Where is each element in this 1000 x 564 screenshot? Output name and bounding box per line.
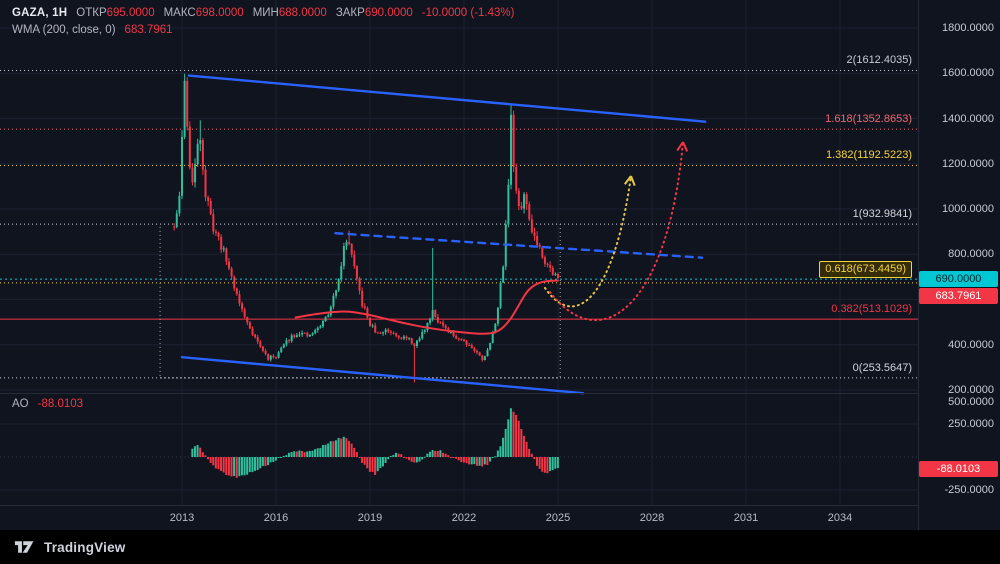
- fib-level-label-0.618: 0.618(673.4459): [819, 260, 912, 278]
- time-axis-label-2013: 2013: [169, 512, 195, 524]
- wma-label: WMA (200, close, 0): [12, 24, 116, 36]
- ao-value-badge: -88.0103: [919, 460, 998, 477]
- time-axis-label-2019: 2019: [357, 512, 383, 524]
- ao-legend[interactable]: AO -88.0103: [12, 398, 83, 410]
- chart-canvas[interactable]: [0, 0, 918, 505]
- fib-level-label-0.382: 0.382(513.1029): [831, 303, 912, 316]
- price-axis-label-1400: 1400.0000: [942, 112, 994, 125]
- time-axis-label-2028: 2028: [639, 512, 665, 524]
- price-axis-label-800: 800.0000: [948, 248, 994, 261]
- price-axis-label-400: 400.0000: [948, 338, 994, 351]
- brand-wordmark[interactable]: TradingView: [44, 539, 126, 555]
- pane-divider[interactable]: [0, 393, 1000, 394]
- fib-level-label-1.382: 1.382(1192.5223): [825, 149, 912, 162]
- ao-axis-label--250: -250.0000: [944, 484, 994, 496]
- time-axis-label-2031: 2031: [733, 512, 759, 524]
- fib-level-label-1.618: 1.618(1352.8653): [825, 113, 912, 126]
- last-price-badge: 690.0000: [919, 271, 998, 288]
- ao-axis-label-500: 500.0000: [948, 396, 994, 408]
- time-axis[interactable]: 2013 2016 2019 2022 2025 2028 2031 2034: [0, 505, 1000, 531]
- ao-axis-label-250: 250.0000: [948, 418, 994, 430]
- fib-level-label-2: 2(1612.4035): [846, 54, 912, 67]
- price-axis-label-1600: 1600.0000: [942, 67, 994, 80]
- ao-label: AO: [12, 398, 29, 410]
- legend-close: ЗАКР 690.0000: [335, 7, 413, 19]
- symbol-legend[interactable]: GAZA, 1H ОТКР 695.0000 МАКС 698.0000 МИН 68…: [12, 7, 514, 19]
- price-scale[interactable]: 1800.0000 1600.0000 1400.0000 1200.0000 1000…: [918, 0, 1000, 530]
- price-axis-label-1200: 1200.0000: [942, 157, 994, 170]
- legend-low: МИН 688.0000: [252, 7, 327, 19]
- time-axis-label-2016: 2016: [263, 512, 289, 524]
- legend-high: МАКС 698.0000: [163, 7, 244, 19]
- price-axis-label-1000: 1000.0000: [942, 203, 994, 215]
- time-axis-label-2025: 2025: [545, 512, 571, 524]
- symbol-title: GAZA, 1H: [12, 7, 68, 19]
- tradingview-logo-icon[interactable]: [13, 538, 36, 556]
- wma-value: 683.7961: [124, 24, 173, 36]
- legend-open: ОТКР 695.0000: [76, 7, 155, 19]
- price-axis-label-1800: 1800.0000: [942, 22, 994, 34]
- wma-legend[interactable]: WMA (200, close, 0) 683.7961: [12, 24, 173, 36]
- price-axis-label-200: 200.0000: [948, 384, 994, 396]
- fib-level-label-0: 0(253.5647): [852, 361, 912, 374]
- fib-level-label-1: 1(932.9841): [852, 208, 912, 221]
- footer-bar: TradingView: [0, 530, 1000, 564]
- time-axis-label-2034: 2034: [827, 512, 853, 524]
- ao-value: -88.0103: [37, 398, 84, 410]
- legend-change: -10.0000 (-1.43%): [421, 7, 515, 19]
- time-axis-label-2022: 2022: [451, 512, 477, 524]
- wma-price-badge: 683.7961: [919, 288, 998, 305]
